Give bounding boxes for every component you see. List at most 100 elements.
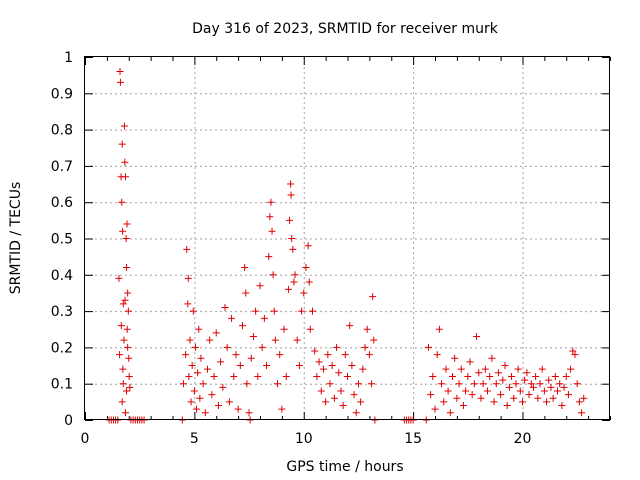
data-point xyxy=(260,314,268,322)
data-point xyxy=(317,387,325,395)
y-tick-label: 0.7 xyxy=(51,159,73,175)
data-point xyxy=(258,343,266,351)
data-point xyxy=(363,325,371,333)
data-point xyxy=(243,380,251,388)
data-point xyxy=(435,325,443,333)
data-point xyxy=(571,351,579,359)
data-point xyxy=(424,343,432,351)
data-point xyxy=(479,380,487,388)
data-point xyxy=(306,325,314,333)
data-point xyxy=(549,394,557,402)
data-point xyxy=(120,336,128,344)
data-point xyxy=(490,398,498,406)
data-point xyxy=(185,372,193,380)
data-point xyxy=(455,380,463,388)
data-point xyxy=(438,380,446,388)
data-point xyxy=(457,365,465,373)
data-point xyxy=(451,354,459,362)
data-point xyxy=(431,405,439,413)
data-point xyxy=(286,216,294,224)
data-point xyxy=(118,140,126,148)
data-point xyxy=(575,398,583,406)
data-point xyxy=(534,394,542,402)
y-axis-label: SRMTID / TECUs xyxy=(8,182,24,295)
data-points xyxy=(105,68,588,424)
data-point xyxy=(554,387,561,395)
data-point xyxy=(357,398,365,406)
data-point xyxy=(512,380,520,388)
data-point xyxy=(287,191,295,199)
data-point xyxy=(484,387,491,395)
data-point xyxy=(304,242,312,250)
data-point xyxy=(295,362,303,370)
data-point xyxy=(298,307,306,315)
data-point xyxy=(529,383,537,391)
data-point xyxy=(123,325,131,333)
data-point xyxy=(365,351,373,359)
data-point xyxy=(311,347,319,355)
data-point xyxy=(191,343,199,351)
data-point xyxy=(119,300,127,308)
data-point xyxy=(223,343,231,351)
y-tick-label: 0.2 xyxy=(51,340,73,356)
data-point xyxy=(289,245,297,253)
data-point xyxy=(444,387,452,395)
data-point xyxy=(538,365,546,373)
data-point xyxy=(324,351,332,359)
data-point xyxy=(300,289,308,297)
data-point xyxy=(210,372,218,380)
data-point xyxy=(562,372,570,380)
plot-frame xyxy=(84,56,610,420)
data-point xyxy=(322,398,330,406)
data-point xyxy=(278,405,286,413)
data-point xyxy=(121,296,129,304)
data-point xyxy=(313,372,321,380)
x-tick-label: 0 xyxy=(81,431,90,447)
x-tick-label: 15 xyxy=(404,431,422,447)
data-point xyxy=(118,198,126,206)
data-point xyxy=(121,173,129,181)
data-point xyxy=(236,362,244,370)
data-point xyxy=(122,235,130,242)
data-point xyxy=(547,383,555,391)
data-point xyxy=(477,394,485,402)
data-point xyxy=(116,78,124,86)
data-point xyxy=(429,372,437,380)
data-point xyxy=(341,351,349,359)
data-point xyxy=(302,264,310,272)
data-point xyxy=(287,180,295,188)
data-point xyxy=(119,380,127,388)
data-point xyxy=(470,380,478,388)
data-point xyxy=(124,307,132,315)
y-tick-label: 0.1 xyxy=(51,377,73,393)
data-point xyxy=(195,325,203,333)
data-point xyxy=(199,380,207,388)
data-point xyxy=(497,391,505,399)
data-point xyxy=(288,235,296,242)
data-point xyxy=(256,282,264,290)
data-point xyxy=(361,343,369,351)
data-point xyxy=(466,358,474,366)
data-point xyxy=(197,354,205,362)
data-point xyxy=(206,336,214,344)
data-point xyxy=(488,354,496,362)
data-point xyxy=(573,380,581,388)
data-point xyxy=(119,365,127,373)
y-tick-label: 0 xyxy=(64,413,73,429)
data-point xyxy=(521,376,529,384)
y-tick-label: 1 xyxy=(64,50,73,66)
data-point xyxy=(183,245,191,253)
data-point xyxy=(540,387,548,395)
data-point xyxy=(551,372,559,380)
data-point xyxy=(204,365,211,373)
data-point xyxy=(545,376,553,384)
data-point xyxy=(190,387,198,395)
data-point xyxy=(337,387,345,395)
data-point xyxy=(265,253,273,261)
data-point xyxy=(252,307,260,315)
data-point xyxy=(453,394,461,402)
data-point xyxy=(228,314,236,322)
data-point xyxy=(242,289,250,297)
y-tick-labels: 0 0.1 0.2 0.3 0.4 0.5 0.6 0.7 0.8 0.9 1 xyxy=(51,50,73,429)
data-point xyxy=(505,383,513,391)
